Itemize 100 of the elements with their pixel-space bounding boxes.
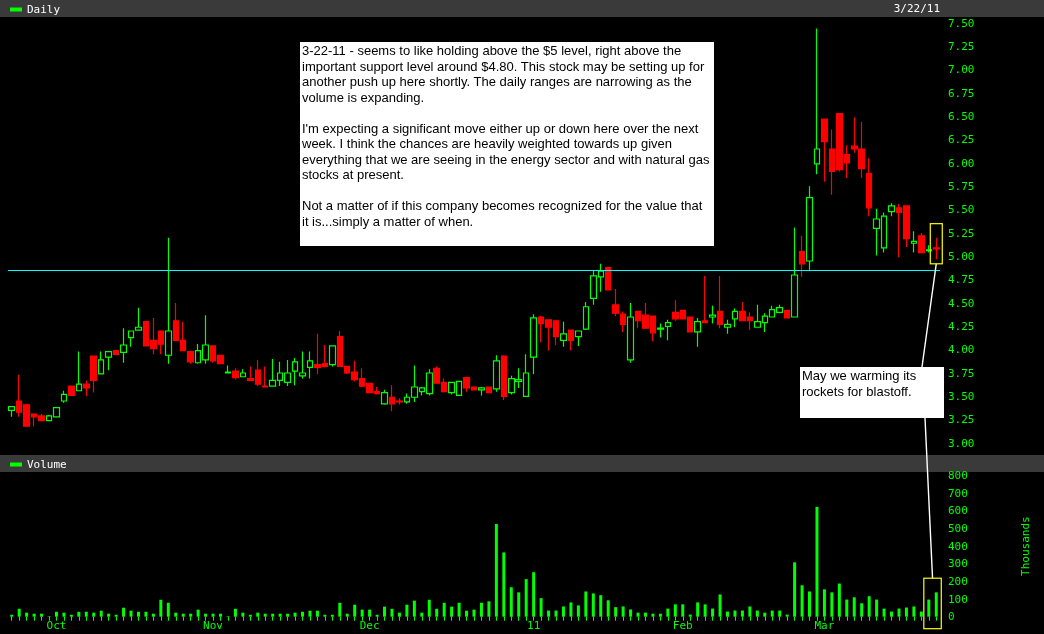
candlestick	[380, 389, 389, 406]
bar	[726, 611, 729, 617]
x-tick-label: Oct	[46, 618, 67, 632]
bar	[301, 611, 305, 617]
candlestick	[865, 157, 873, 217]
y-tick-label: 5.25	[948, 226, 975, 240]
bar	[360, 609, 364, 617]
candlestick	[164, 237, 173, 365]
x-tick-label: Feb	[672, 618, 693, 632]
bar	[636, 612, 640, 617]
bar	[122, 607, 126, 617]
bar	[651, 613, 655, 617]
candlestick	[693, 317, 702, 348]
bar	[561, 606, 565, 617]
bar	[472, 609, 476, 617]
bar	[927, 599, 931, 617]
bar	[420, 612, 424, 617]
candlestick	[887, 202, 896, 217]
bar	[479, 602, 483, 617]
bar	[62, 612, 66, 617]
candlestick	[75, 350, 83, 392]
bar	[852, 597, 856, 617]
bar	[494, 524, 498, 617]
bar	[778, 610, 782, 617]
candlestick	[932, 237, 941, 260]
y-tick-label: 6.25	[948, 133, 975, 147]
candlestick	[104, 350, 113, 371]
y-tick-label: 4.00	[948, 343, 975, 357]
candlestick	[559, 321, 568, 348]
bar	[718, 594, 722, 617]
candlestick	[805, 185, 814, 271]
candlestick	[917, 232, 926, 254]
candlestick	[82, 379, 91, 397]
bar	[696, 602, 700, 617]
bar	[703, 604, 707, 617]
bar	[733, 610, 737, 617]
y-tick-label: 5.00	[948, 249, 975, 263]
bar	[308, 610, 312, 617]
bar	[99, 610, 103, 617]
bar	[286, 613, 290, 617]
bar	[509, 587, 513, 617]
bar	[740, 610, 744, 617]
bar	[353, 604, 357, 617]
bar	[919, 611, 923, 617]
bar	[711, 608, 715, 617]
y-tick-label: 5.50	[948, 203, 975, 217]
y-tick-label: 3.00	[948, 436, 975, 450]
bar	[211, 613, 215, 617]
bar	[882, 608, 886, 617]
bar	[196, 609, 200, 617]
bar	[785, 614, 789, 617]
bar	[40, 613, 44, 617]
y-tick-label: 500	[948, 521, 968, 535]
bar	[129, 610, 133, 617]
x-tick-label: Dec	[359, 618, 380, 632]
bar	[688, 614, 692, 617]
bar	[450, 606, 454, 617]
candlestick	[582, 301, 590, 331]
y-tick-label: 400	[948, 539, 968, 553]
bar	[405, 604, 409, 617]
bar	[539, 598, 543, 617]
y-tick-label: 100	[948, 592, 968, 606]
candlestick	[89, 355, 98, 394]
y-tick-label: 600	[948, 504, 968, 518]
bar	[219, 613, 222, 617]
bar	[547, 610, 551, 617]
y-tick-label: 800	[948, 469, 968, 482]
bar	[837, 583, 841, 617]
candlestick	[97, 350, 105, 375]
bar	[144, 611, 148, 617]
bar	[770, 610, 774, 617]
candlestick	[492, 354, 501, 393]
bar	[77, 611, 81, 617]
candlestick	[261, 365, 269, 388]
bar	[427, 599, 431, 617]
bar	[524, 579, 528, 617]
candlestick	[701, 275, 709, 324]
bar	[25, 612, 29, 617]
candlestick	[298, 350, 307, 380]
bar	[345, 613, 349, 617]
y-tick-label: 7.25	[948, 39, 975, 53]
bar	[576, 605, 580, 617]
bar	[793, 562, 797, 617]
candlestick	[783, 309, 791, 319]
candlestick	[477, 386, 486, 396]
bar	[830, 592, 834, 617]
bar	[84, 611, 88, 617]
bar	[517, 592, 521, 617]
bar	[763, 612, 767, 617]
bar	[890, 611, 894, 617]
y-tick-label: 7.00	[948, 63, 975, 77]
bar	[204, 613, 208, 617]
candlestick	[306, 350, 314, 380]
candlestick	[798, 235, 806, 278]
candlestick	[820, 118, 829, 183]
bar	[621, 606, 625, 617]
y-tick-label: 4.25	[948, 319, 975, 333]
bar	[256, 612, 260, 617]
bar	[606, 600, 610, 617]
y-tick-label: 200	[948, 574, 968, 588]
